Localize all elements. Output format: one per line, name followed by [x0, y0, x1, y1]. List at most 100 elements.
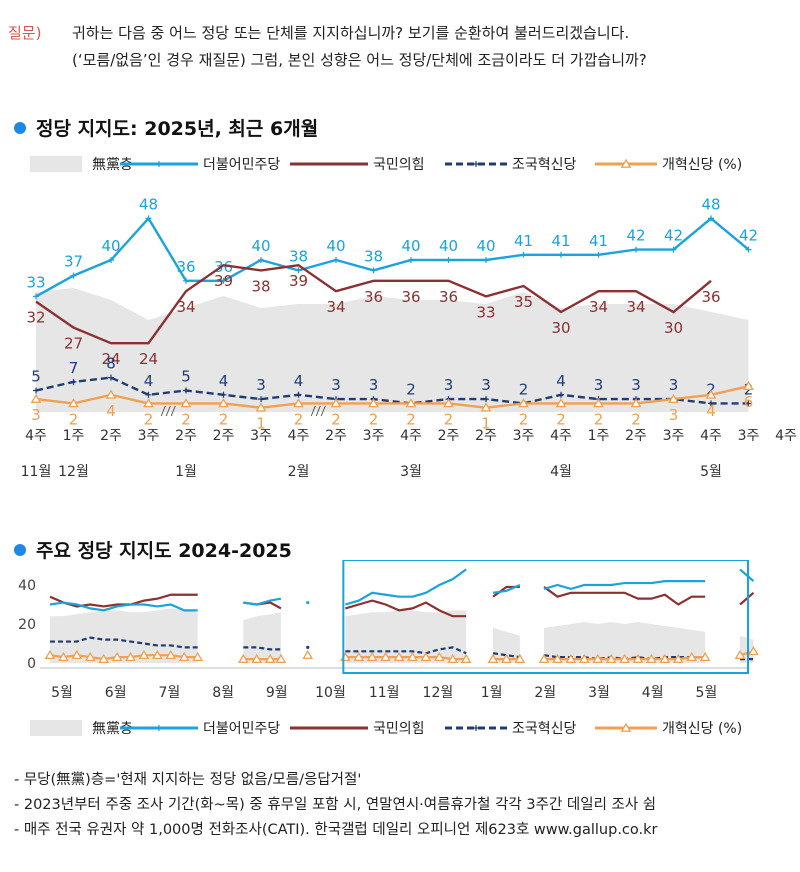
chart2-legend-swatch-noparty: [30, 720, 82, 736]
chart1-value-ppp: 27: [64, 335, 83, 353]
chart1-point-reform: [30, 393, 42, 403]
chart1-point-dem: [483, 257, 489, 263]
chart2-month-label: 1월: [481, 685, 503, 701]
chart1-point-reform: [518, 398, 529, 408]
chart1-value-dem: 40: [326, 237, 345, 255]
chart1-value-dem: 40: [439, 237, 458, 255]
footnote-1: - 무당(無黨)층='현재 지지하는 정당 없음/모름/응답거절': [14, 772, 362, 788]
chart1-point-dem: [220, 277, 227, 284]
chart1-value-ppp: 34: [626, 298, 645, 316]
chart2-point-reform: [605, 653, 617, 663]
chart1-point-reform: [555, 398, 567, 408]
chart1-point-reform: [405, 398, 417, 408]
chart1-series-rebuild: [35, 376, 749, 405]
chart2-legend-label-noparty: 無黨층: [92, 721, 133, 737]
chart1-value-rebuild: 4: [144, 372, 154, 390]
chart1-month-label: 11월: [21, 464, 52, 480]
chart1-value-dem: 40: [101, 237, 120, 255]
chart2-month-label: 3월: [588, 685, 610, 701]
chart1-value-dem: 38: [289, 247, 308, 265]
chart1-value-ppp: 38: [251, 277, 270, 295]
chart2-month-label: 5월: [51, 685, 73, 701]
chart1-xtick: 3주: [663, 428, 685, 444]
chart1-point-rebuild: [220, 391, 227, 398]
chart1-value-dem: 48: [139, 195, 158, 213]
chart1-value-ppp: 36: [439, 288, 458, 306]
chart1-value-rebuild: 3: [669, 376, 679, 394]
chart1-xtick: 4주: [25, 428, 47, 444]
chart2-month-label: 7월: [159, 685, 181, 701]
chart1-value-reform: 2: [406, 410, 416, 428]
chart1-point-reform: [668, 393, 679, 403]
chart2-highlight-box: [342, 560, 749, 674]
chart1-value-rebuild: 2: [406, 380, 416, 398]
chart1-value-ppp: 39: [289, 272, 308, 290]
chart2-legend-marker-rebuild: [473, 725, 479, 731]
chart1-point-reform: [180, 398, 192, 408]
chart1-xtick: 2주: [213, 428, 235, 444]
chart2-point-reform: [659, 653, 671, 663]
chart2-title: 주요 정당 지지도 2024-2025: [36, 540, 292, 562]
chart2-point-reform: [71, 649, 83, 660]
chart1-title: 정당 지지도: 2025년, 최근 6개월: [36, 118, 319, 140]
chart1-value-ppp: 36: [701, 288, 720, 306]
chart1-point-reform: [143, 398, 154, 408]
chart2-point-reform: [165, 649, 177, 660]
chart1-value-rebuild: 2: [519, 380, 529, 398]
chart1-value-reform: 2: [594, 410, 604, 428]
chart2-point-reform: [302, 649, 314, 660]
chart1-value-rebuild: 4: [294, 372, 304, 390]
chart1-value-reform: 3: [669, 406, 679, 424]
chart1-legend-marker-reform: [620, 158, 632, 168]
chart1-value-reform: 6: [744, 393, 754, 411]
chart2-ytick: 40: [18, 578, 36, 594]
chart1-value-dem: 48: [701, 195, 720, 213]
chart2-point-reform: [251, 653, 263, 663]
chart1-point-rebuild: [295, 391, 302, 398]
chart1-value-dem: 33: [26, 273, 45, 291]
chart1-point-reform: [68, 398, 79, 408]
chart1-value-rebuild: 3: [331, 376, 341, 394]
chart2-point-reform: [734, 649, 746, 660]
chart2-svg: 0 20 40 5월 6월 7월 8월 9월 10월 11월 12월 1월 2월 3월 4월 5월 無黨층 더불어…: [18, 560, 759, 737]
chart1-xtick: 2주: [175, 428, 197, 444]
chart1-point-dem: [408, 257, 414, 263]
chart1-point-rebuild: [745, 400, 752, 407]
chart1-point-rebuild: [183, 387, 189, 394]
chart1-point-dem: [258, 257, 264, 263]
chart2-point-reform: [58, 651, 69, 661]
chart2-heading: 주요 정당 지지도 2024-2025: [14, 536, 292, 563]
chart1-axis-break: [165, 405, 171, 417]
chart1-axis-break: [310, 405, 316, 417]
chart1-point-rebuild: [558, 391, 564, 398]
chart2-point-reform: [538, 653, 550, 663]
chart2-point-reform: [487, 653, 499, 663]
chart2-point-reform: [552, 653, 563, 663]
chart1-value-reform: 1: [481, 415, 491, 433]
chart1-value-reform: 2: [219, 410, 229, 428]
chart1-series-ppp: [35, 263, 712, 345]
chart1-point-reform: [218, 398, 229, 408]
chart2-point-reform: [111, 651, 123, 661]
footnote-3: - 매주 전국 유권자 약 1,000명 전화조사(CATI). 한국갤럽 데일…: [14, 822, 658, 838]
chart1-point-dem: [295, 267, 302, 274]
chart1-point-rebuild: [70, 378, 77, 385]
chart1-value-reform: 2: [294, 410, 304, 428]
chart1-value-dem: 41: [514, 232, 533, 250]
chart1-xtick: 4주: [400, 428, 422, 444]
chart1-point-dem: [595, 251, 602, 258]
chart1-xtick: 4주: [700, 428, 722, 444]
chart1-month-label: 2월: [288, 464, 310, 480]
chart1-legend-label-noparty: 無黨층: [92, 157, 133, 173]
chart2-point-reform: [565, 653, 577, 663]
chart1-noparty-area: [36, 288, 749, 412]
chart1-xtick: 1주: [588, 428, 610, 444]
chart1-value-dem: 38: [364, 247, 383, 265]
chart1-value-rebuild: 8: [106, 355, 116, 373]
chart2-legend-marker-reform: [620, 722, 632, 732]
chart1-value-reform: 2: [181, 410, 191, 428]
chart2-series-dem: [492, 583, 521, 594]
chart1-xtick: 2주: [625, 428, 647, 444]
chart2-month-label: 8월: [212, 685, 234, 701]
chart1-value-reform: 2: [519, 410, 529, 428]
